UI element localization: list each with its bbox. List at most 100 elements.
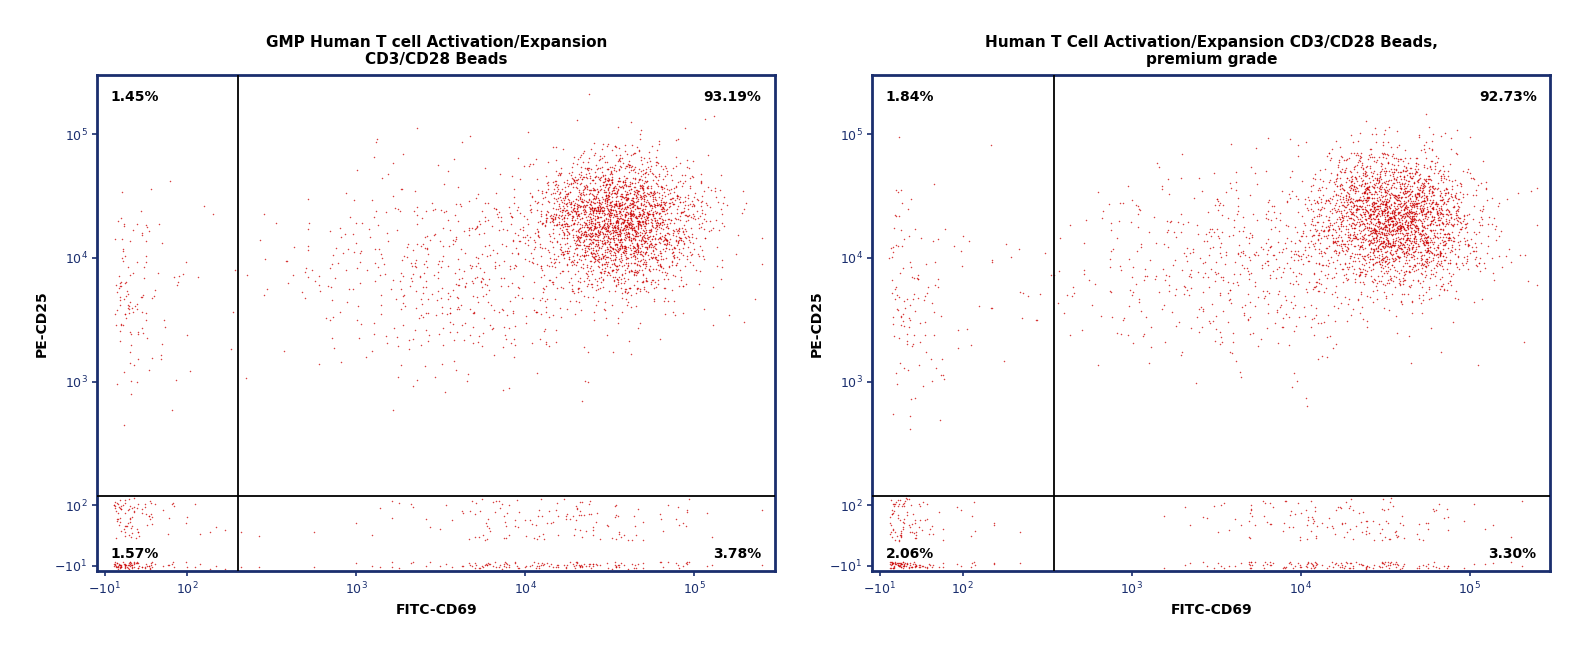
Point <box>653 160 678 171</box>
Point <box>187 528 212 539</box>
Point <box>561 215 586 225</box>
Point <box>1224 185 1249 195</box>
Point <box>618 215 644 226</box>
Point <box>579 215 604 225</box>
Point <box>599 166 624 177</box>
Point <box>1342 186 1368 196</box>
Point <box>602 198 628 209</box>
Point <box>624 222 650 232</box>
Point <box>1352 218 1377 229</box>
Point <box>1203 324 1228 334</box>
Point <box>1257 498 1282 509</box>
Point <box>629 200 655 211</box>
Point <box>1374 222 1400 232</box>
Point <box>384 294 409 304</box>
Point <box>1438 276 1463 286</box>
Point <box>626 218 651 229</box>
Point <box>629 193 655 203</box>
Point <box>1373 200 1398 210</box>
Point <box>1338 207 1363 217</box>
Point <box>1390 289 1415 299</box>
Point <box>1417 161 1442 171</box>
Point <box>1425 183 1450 194</box>
Point <box>634 215 659 226</box>
Point <box>691 186 716 196</box>
Point <box>1333 497 1358 507</box>
Point <box>1449 218 1474 228</box>
Point <box>1206 198 1232 208</box>
Point <box>561 176 586 186</box>
Point <box>1293 199 1319 209</box>
Point <box>647 261 672 271</box>
Point <box>469 282 495 293</box>
Point <box>1388 166 1414 177</box>
Point <box>1377 213 1403 224</box>
Point <box>636 181 661 191</box>
Point <box>1381 220 1406 231</box>
Point <box>618 213 644 223</box>
Point <box>1387 210 1412 220</box>
Point <box>888 268 913 278</box>
Point <box>1211 306 1236 317</box>
Point <box>574 218 599 228</box>
Point <box>1395 228 1420 238</box>
Point <box>1398 220 1423 231</box>
Point <box>1373 178 1398 188</box>
Point <box>252 254 277 264</box>
Point <box>1385 223 1411 233</box>
Point <box>1369 241 1395 252</box>
Point <box>656 244 682 254</box>
Point <box>493 533 518 543</box>
Point <box>460 496 485 506</box>
Point <box>444 291 469 302</box>
Point <box>1320 523 1346 533</box>
Point <box>1484 220 1509 231</box>
Point <box>1098 246 1124 256</box>
Point <box>555 559 580 570</box>
Point <box>1278 246 1303 256</box>
Point <box>1362 214 1387 224</box>
Point <box>1382 211 1407 221</box>
Point <box>548 210 574 220</box>
Point <box>547 192 572 202</box>
Point <box>583 299 609 310</box>
Point <box>880 508 905 518</box>
Point <box>930 370 956 380</box>
Point <box>932 374 957 385</box>
Point <box>540 214 566 224</box>
Point <box>474 289 499 299</box>
Point <box>1362 245 1387 256</box>
Point <box>390 291 415 302</box>
Point <box>1400 226 1425 237</box>
Point <box>663 236 688 246</box>
Point <box>623 225 648 235</box>
Point <box>572 209 598 220</box>
Point <box>1404 158 1430 169</box>
Point <box>1392 181 1417 191</box>
Point <box>1431 190 1457 200</box>
Point <box>1252 258 1278 269</box>
Point <box>613 194 639 204</box>
Point <box>1425 207 1450 217</box>
Point <box>1316 255 1341 265</box>
Point <box>1382 256 1407 266</box>
Point <box>1365 209 1390 220</box>
Point <box>1206 241 1232 252</box>
Point <box>537 261 563 271</box>
Point <box>1143 238 1168 248</box>
Point <box>888 514 913 525</box>
Point <box>1363 224 1388 234</box>
Point <box>954 324 980 334</box>
Point <box>1110 198 1135 209</box>
Point <box>1374 207 1400 217</box>
Point <box>599 162 624 172</box>
Point <box>1184 312 1209 322</box>
Point <box>295 272 320 282</box>
Point <box>1428 207 1453 217</box>
Point <box>1379 275 1404 286</box>
Point <box>672 203 697 214</box>
Point <box>1393 208 1419 218</box>
Point <box>1465 260 1490 271</box>
Point <box>1415 192 1441 203</box>
Point <box>1430 211 1455 221</box>
